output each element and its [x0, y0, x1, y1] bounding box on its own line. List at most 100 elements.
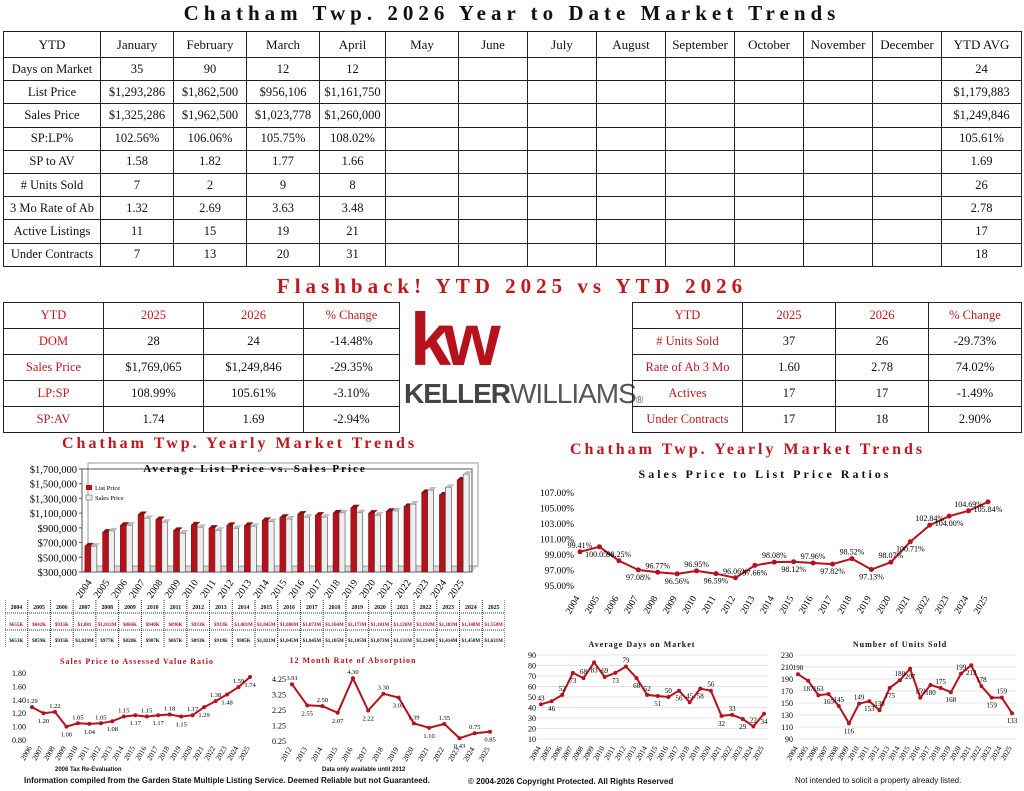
list-price-bar-top	[191, 521, 201, 525]
sales-price-bar	[427, 489, 434, 573]
data-point	[366, 708, 371, 713]
table-cell	[872, 103, 942, 128]
data-point	[816, 693, 821, 698]
flashback-right-header: YTD 2025 2026% Change	[632, 302, 1022, 329]
table-cell	[734, 219, 804, 244]
table-cell	[872, 172, 942, 198]
list-price-bar	[456, 479, 464, 573]
header-cell: 2026	[203, 302, 304, 329]
table-cell	[458, 149, 528, 174]
table-cell: 3.48	[319, 196, 386, 221]
table-row: Active Listings 11 15 19 21 17	[3, 219, 1022, 244]
series-line	[540, 660, 765, 728]
x-tick-label: 2013	[234, 578, 254, 600]
table-cell: 1.69	[941, 149, 1022, 174]
data-label: 22	[750, 716, 758, 724]
list-price-bar	[102, 531, 109, 573]
sales-price-bar	[391, 510, 399, 573]
sales-price-bar-top	[445, 484, 455, 488]
data-label: 1.05	[72, 714, 83, 721]
list-price-bar	[244, 525, 251, 573]
table-cell: 1.69	[203, 406, 304, 433]
data-point	[918, 695, 923, 700]
table-cell	[734, 126, 804, 151]
sp-lp-ratio-chart: Sales Price to List Price Ratios 95.00% 97…	[540, 467, 1003, 616]
data-point	[335, 710, 340, 715]
table-cell	[665, 80, 735, 105]
y-tick-label: 170	[781, 687, 793, 696]
year-table-cell: $1,131M	[393, 639, 412, 644]
chart-title: Sales Price to Assessed Value Ratio	[60, 657, 214, 666]
sales-price-bar-top	[463, 471, 473, 475]
list-price-bar-top	[208, 525, 218, 529]
table-cell: $1,325,286	[100, 103, 174, 128]
table-cell	[527, 80, 597, 105]
data-label: 199	[956, 664, 967, 672]
row-label: SP to AV	[3, 149, 101, 174]
data-point	[877, 708, 882, 713]
table-cell: 19	[246, 219, 320, 244]
x-tick-label: 2023	[411, 578, 431, 600]
data-label: 96.95%	[684, 560, 709, 569]
data-point	[236, 685, 241, 690]
data-point	[867, 699, 872, 704]
x-tick-label: 2015	[778, 594, 796, 616]
data-point	[179, 714, 184, 719]
sales-price-bar-top	[197, 524, 207, 528]
table-cell: 2.78	[941, 196, 1022, 221]
data-label: 3.05	[393, 703, 404, 710]
sales-price-bar	[143, 518, 151, 573]
y-tick-label: 1.25	[272, 721, 286, 730]
table-cell	[803, 172, 873, 198]
table-row: Rate of Ab 3 Mo 1.60 2.78 74.02%	[632, 354, 1022, 381]
year-table-cell: $1,086M	[280, 623, 299, 628]
table-cell: 108.02%	[319, 126, 386, 151]
table-cell: 2.90%	[928, 406, 1022, 433]
table-cell	[803, 149, 873, 174]
data-label: 34	[761, 718, 769, 726]
flashback-title: Flashback! YTD 2025 vs YTD 2026	[276, 274, 748, 298]
list-price-bar-top	[244, 522, 254, 526]
data-label: 153	[864, 705, 875, 713]
year-table-cell: $1,450M	[462, 639, 481, 644]
data-label: 159	[986, 702, 997, 710]
table-row: SP:LP% 102.56% 106.06% 105.75% 108.02% 105.61…	[3, 126, 1022, 151]
data-point	[581, 676, 586, 681]
table-cell	[734, 149, 804, 174]
year-table-cell: $919K	[214, 639, 228, 644]
y-tick-label: 0.80	[12, 736, 26, 745]
year-table-cell: 2017	[306, 605, 318, 611]
data-label: 29	[739, 723, 747, 731]
data-label: 1.29	[198, 712, 209, 719]
data-point	[907, 539, 913, 545]
row-label: Under Contracts	[3, 242, 101, 267]
sales-price-bar	[90, 545, 98, 573]
list-price-bar-top	[155, 516, 165, 520]
data-point	[927, 522, 933, 528]
sales-price-bar-top	[374, 512, 384, 516]
reeval-note: 2006 Tax Re-Evaluation	[55, 767, 122, 773]
table-cell	[872, 56, 942, 82]
table-cell: $1,769,065	[103, 354, 204, 381]
list-price-bar	[208, 527, 216, 573]
list-price-bar-top	[84, 542, 94, 546]
data-point	[623, 664, 628, 669]
x-tick-label: 2023	[934, 594, 952, 616]
x-tick-label: 2021	[895, 594, 913, 616]
table-row: SP to AV 1.58 1.82 1.77 1.66 1.69	[3, 149, 1022, 174]
table-row: Under Contracts 7 13 20 31 18	[3, 242, 1022, 267]
table-cell: 21	[319, 219, 386, 244]
avg-list-vs-sales-chart: Average List Price vs. Sales Price $300,0…	[30, 462, 479, 600]
data-point	[381, 691, 386, 696]
table-cell: 17	[835, 380, 929, 407]
table-cell	[665, 56, 735, 82]
year-table-cell: 2004	[11, 605, 23, 611]
series-line	[797, 663, 1013, 726]
table-cell: 102.56%	[100, 126, 174, 151]
data-point	[771, 559, 777, 565]
data-label: 180	[925, 689, 936, 697]
table-cell	[803, 219, 873, 244]
y-tick-label: 80	[528, 662, 536, 671]
data-label: 98.07%	[879, 551, 904, 560]
x-tick-label: 2025	[998, 744, 1013, 762]
